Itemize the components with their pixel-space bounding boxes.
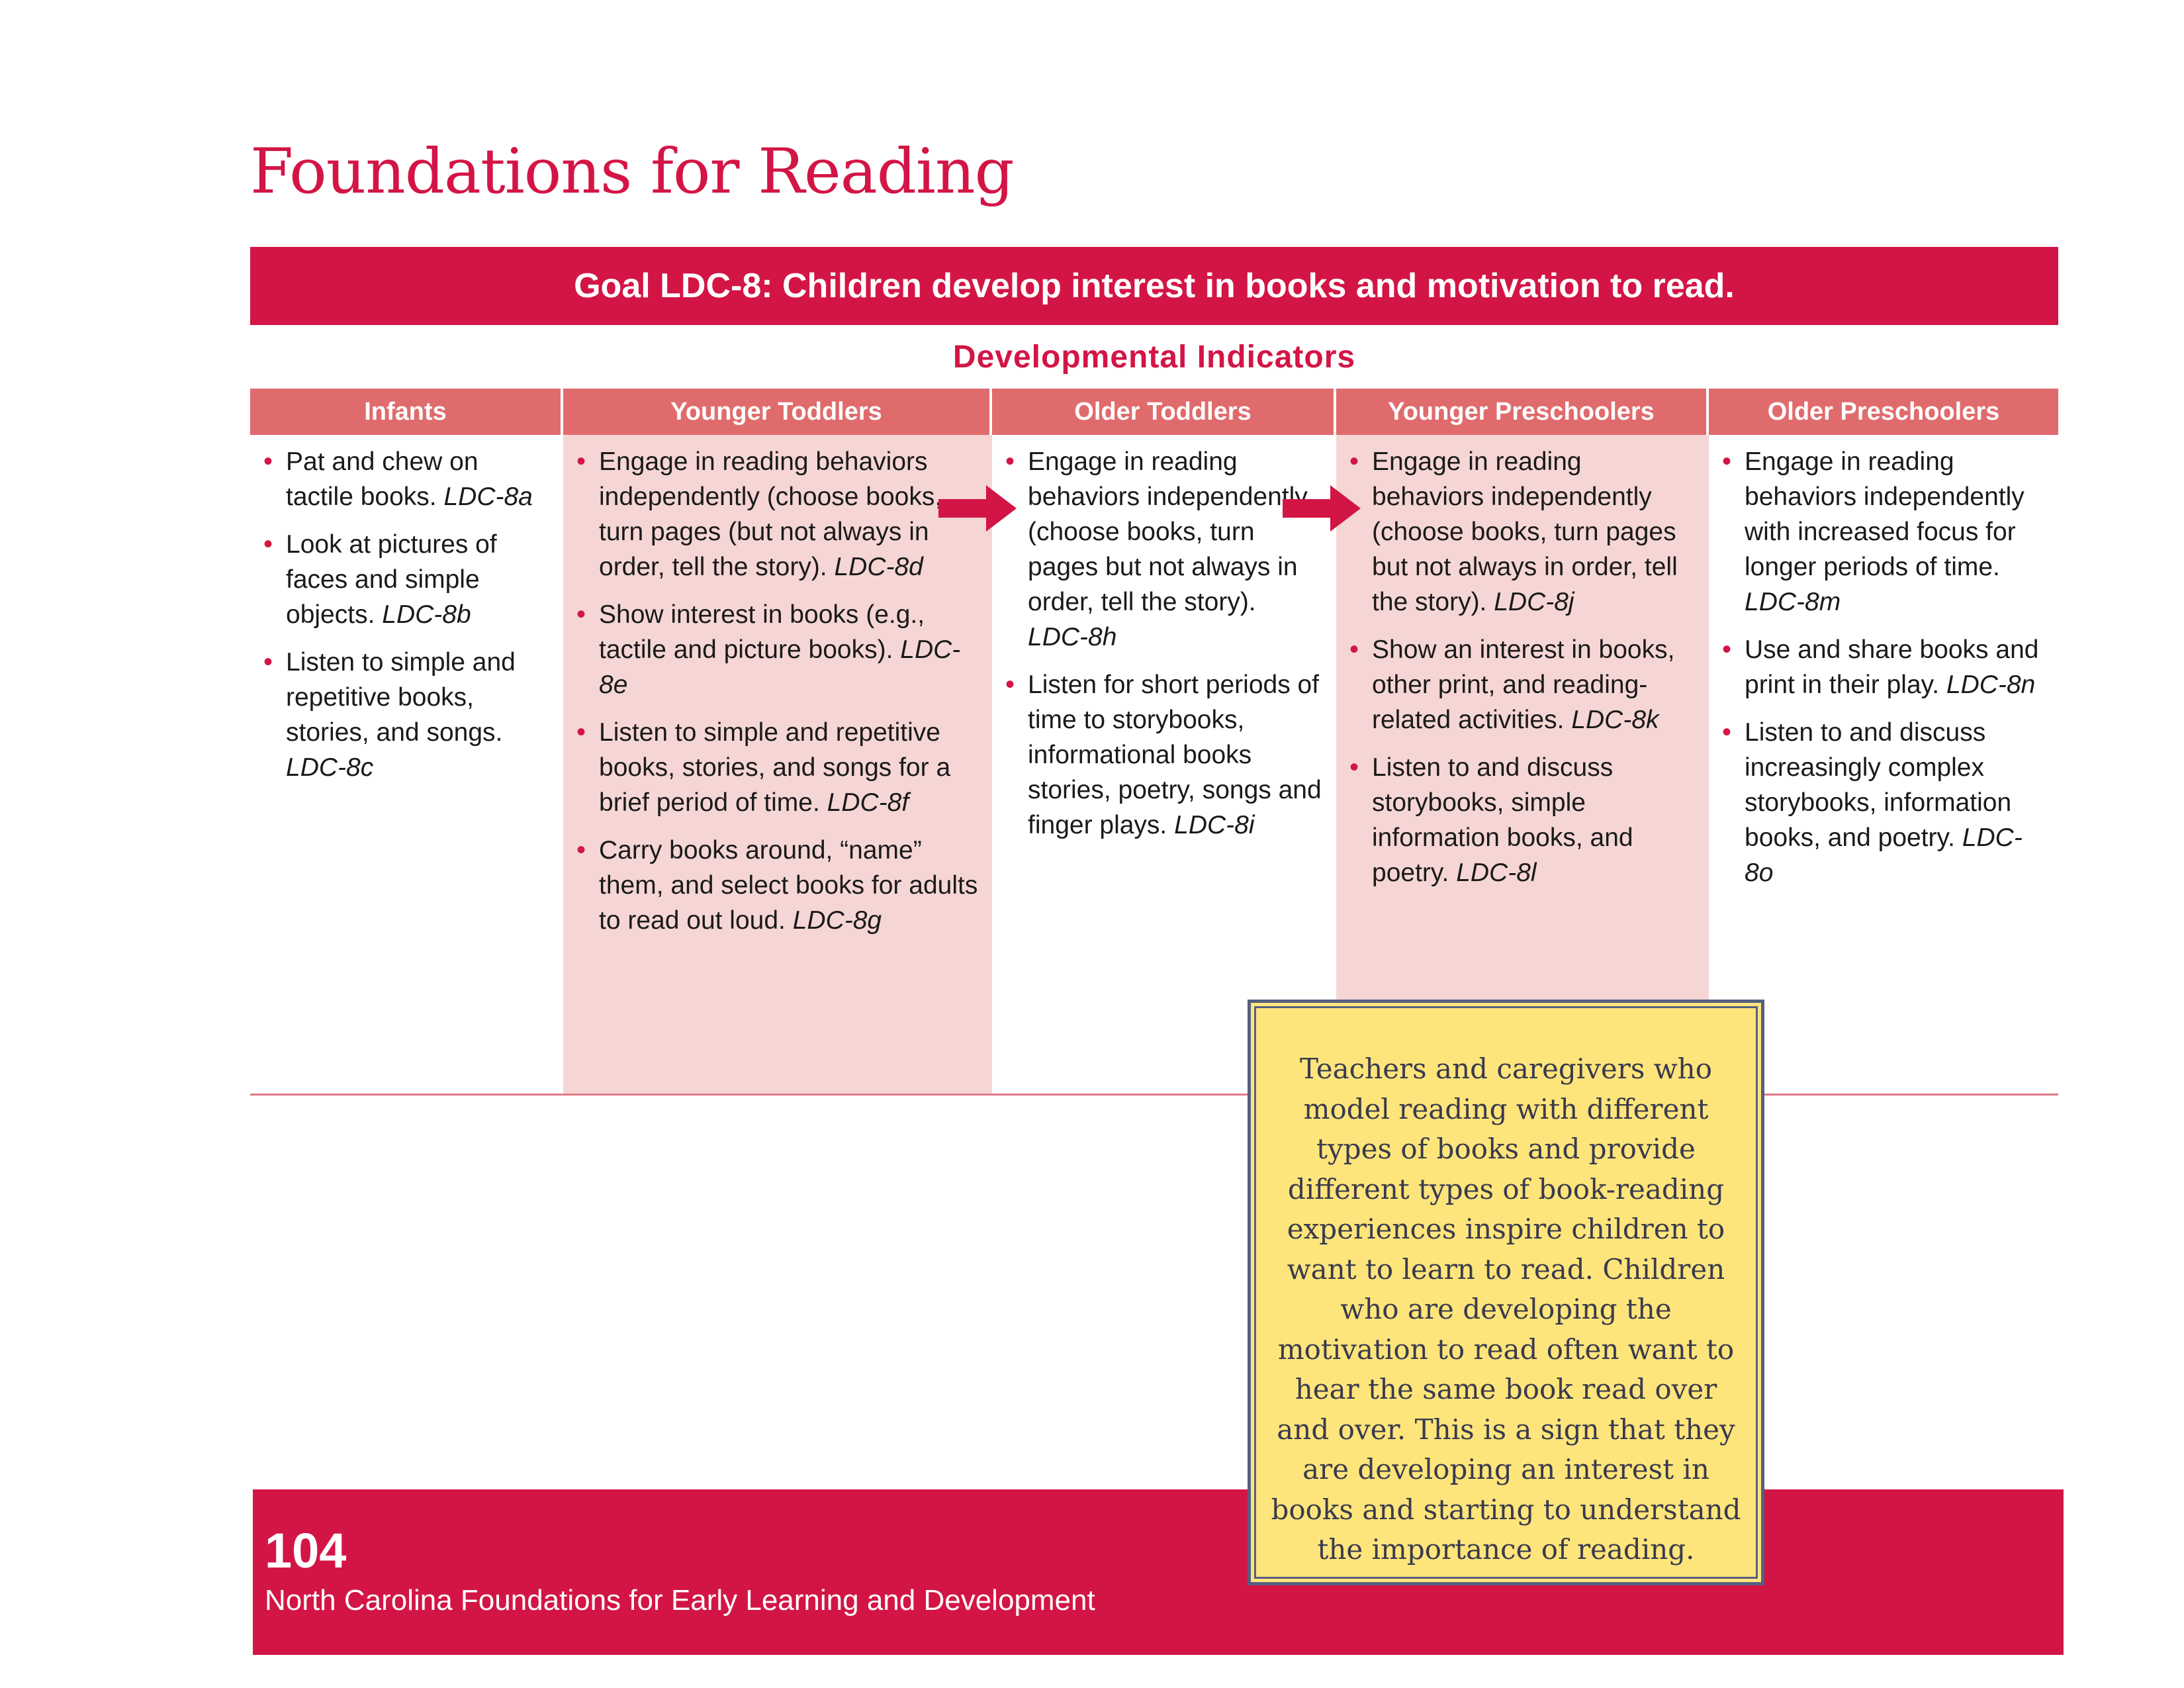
footer-banner	[253, 1489, 2064, 1655]
page-title: Foundations for Reading	[250, 136, 1014, 208]
goal-banner: Goal LDC-8: Children develop interest in…	[250, 247, 2058, 325]
indicator-text: Engage in reading behaviors independentl…	[1745, 447, 2025, 581]
list-item: Listen to simple and repetitive books, s…	[576, 715, 979, 820]
list-item: Engage in reading behaviors independentl…	[576, 444, 979, 585]
indicator-code: LDC-8a	[443, 483, 532, 511]
publication-title: North Carolina Foundations for Early Lea…	[265, 1584, 1095, 1617]
list-item: Look at pictures of faces and simple obj…	[263, 527, 550, 632]
table-bottom-rule	[250, 1094, 2058, 1096]
column-older-toddlers: Engage in reading behaviors independentl…	[992, 435, 1336, 1094]
list-item: Engage in reading behaviors independentl…	[1349, 444, 1696, 620]
indicator-code: LDC-8f	[827, 788, 909, 817]
callout-text: Teachers and caregivers who model readin…	[1271, 1053, 1741, 1566]
list-item: Show interest in books (e.g., tactile an…	[576, 597, 979, 702]
column-younger-toddlers: Engage in reading behaviors independentl…	[563, 435, 992, 1094]
indicator-code: LDC-8b	[382, 600, 471, 629]
list-item: Listen to simple and repetitive books, s…	[263, 645, 550, 785]
indicator-code: LDC-8m	[1745, 588, 1841, 616]
column-header-older-toddlers: Older Toddlers	[992, 389, 1336, 435]
indicator-code: LDC-8g	[793, 906, 882, 935]
indicator-code: LDC-8d	[834, 553, 923, 581]
indicator-text: Engage in reading behaviors independentl…	[1028, 447, 1308, 616]
list-item: Engage in reading behaviors independentl…	[1005, 444, 1323, 655]
indicator-code: LDC-8n	[1946, 671, 2035, 699]
column-header-younger-preschoolers: Younger Preschoolers	[1336, 389, 1709, 435]
list-item: Listen to and discuss storybooks, simple…	[1349, 750, 1696, 890]
arrow-right-icon	[1283, 485, 1361, 532]
list-item: Carry books around, “name” them, and sel…	[576, 833, 979, 938]
indicator-code: LDC-8c	[286, 753, 373, 782]
arrow-right-icon	[938, 485, 1017, 532]
goal-text: Goal LDC-8: Children develop interest in…	[574, 266, 1735, 306]
callout-box: Teachers and caregivers who model readin…	[1248, 1000, 1764, 1585]
indicator-text: Carry books around, “name” them, and sel…	[599, 836, 978, 935]
indicator-code: LDC-8j	[1494, 588, 1574, 616]
column-older-preschoolers: Engage in reading behaviors independentl…	[1709, 435, 2058, 1094]
column-header-older-preschoolers: Older Preschoolers	[1709, 389, 2058, 435]
page-number: 104	[265, 1523, 346, 1579]
list-item: Listen for short periods of time to stor…	[1005, 667, 1323, 843]
indicator-text: Show interest in books (e.g., tactile an…	[599, 600, 925, 664]
column-header-infants: Infants	[250, 389, 563, 435]
indicator-text: Listen to simple and repetitive books, s…	[286, 648, 516, 747]
indicator-code: LDC-8l	[1456, 859, 1536, 887]
column-younger-preschoolers: Engage in reading behaviors independentl…	[1336, 435, 1709, 1094]
indicator-code: LDC-8k	[1571, 706, 1659, 734]
indicator-code: LDC-8h	[1028, 623, 1116, 651]
section-heading: Developmental Indicators	[250, 339, 2058, 375]
list-item: Pat and chew on tactile books. LDC-8a	[263, 444, 550, 514]
list-item: Use and share books and print in their p…	[1722, 632, 2045, 702]
indicator-code: LDC-8i	[1174, 811, 1254, 839]
column-header-younger-toddlers: Younger Toddlers	[563, 389, 992, 435]
list-item: Engage in reading behaviors independentl…	[1722, 444, 2045, 620]
list-item: Show an interest in books, other print, …	[1349, 632, 1696, 737]
table-header-row: Infants Younger Toddlers Older Toddlers …	[250, 389, 2058, 435]
column-infants: Pat and chew on tactile books. LDC-8a Lo…	[250, 435, 563, 1094]
list-item: Listen to and discuss increasingly compl…	[1722, 715, 2045, 890]
